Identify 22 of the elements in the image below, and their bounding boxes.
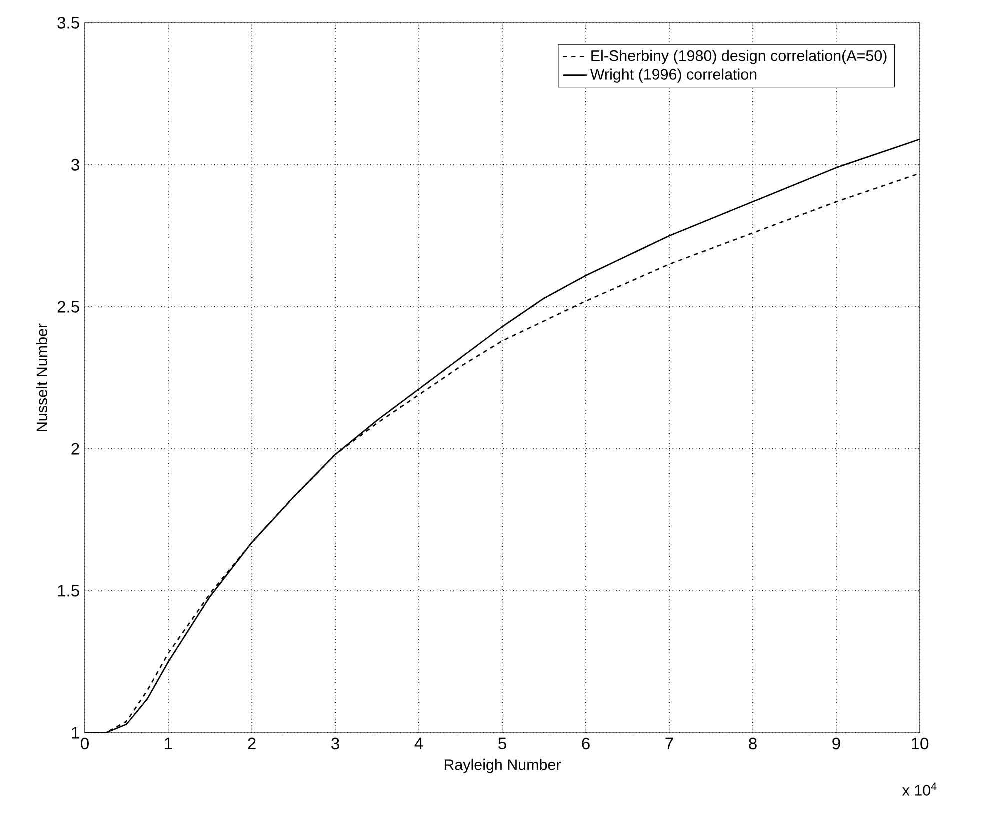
text: x 10$^{4}$ <box>902 782 937 796</box>
x-tick-label: 6 <box>582 738 590 750</box>
x-tick-label: 2 <box>248 738 256 750</box>
x-tick-label: 3 <box>332 738 340 750</box>
y-axis-title: Nusselt Number <box>36 324 48 432</box>
x-tick-label: 0 <box>81 738 89 750</box>
y-tick-label: 2 <box>72 443 80 455</box>
y-tick-label: 1.5 <box>58 585 80 597</box>
x-tick-label: 7 <box>666 738 674 750</box>
legend-label: El-Sherbiny (1980) design correlation(A=50) <box>592 50 887 64</box>
legend-label: Wright (1996) correlation <box>590 68 757 83</box>
x-tick-label: 4 <box>414 738 424 750</box>
x-axis-title: Rayleigh Number <box>444 759 562 774</box>
y-tick-label: 3 <box>72 159 80 171</box>
x-tick-label: 8 <box>749 738 757 750</box>
x-tick-label: 1 <box>165 738 172 750</box>
y-tick-label: 3.5 <box>58 17 80 29</box>
y-tick-label: 1 <box>72 727 80 739</box>
x-tick-label: 9 <box>832 738 840 750</box>
x-tick-label: 5 <box>498 738 506 750</box>
y-tick-label: 2.5 <box>58 301 80 313</box>
x-tick-label: 10 <box>912 738 929 750</box>
